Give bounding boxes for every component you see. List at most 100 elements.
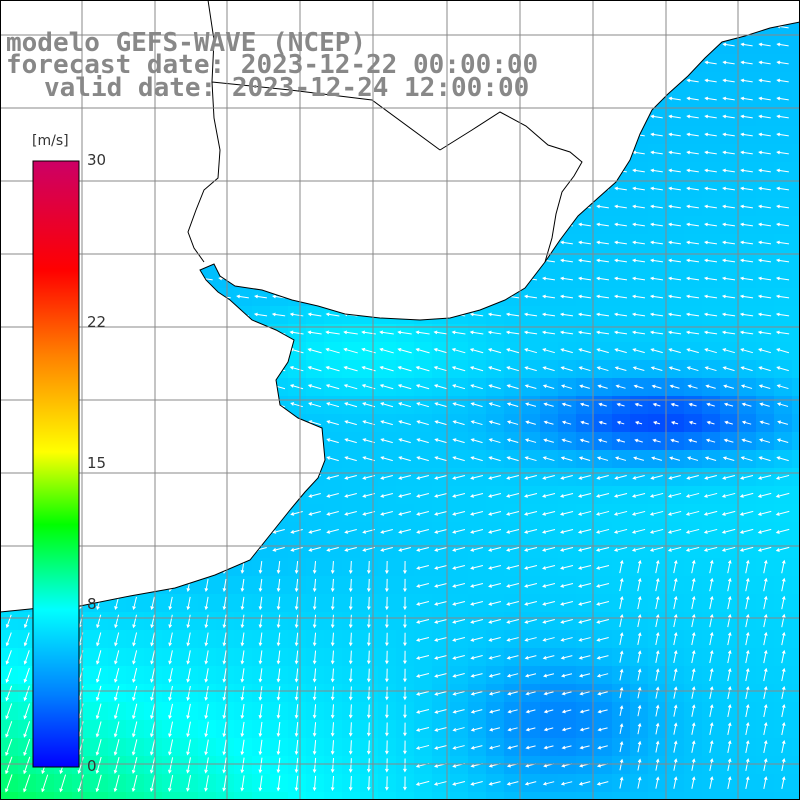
wind-arrow (95, 739, 102, 756)
wind-arrow (560, 258, 573, 263)
wind-arrow (560, 475, 573, 480)
wind-arrow (289, 366, 304, 372)
wind-arrow (727, 595, 732, 610)
wind-arrow (240, 686, 245, 701)
wind-speed-cell (504, 792, 523, 800)
wind-arrow (757, 510, 772, 516)
wind-arrow (416, 420, 429, 426)
wind-arrow (763, 758, 768, 772)
wind-arrow (366, 686, 371, 701)
wind-arrow (525, 402, 537, 407)
wind-arrow (276, 757, 281, 774)
wind-arrow (186, 721, 191, 738)
wind-arrow (668, 114, 681, 119)
wind-arrow (470, 655, 483, 660)
wind-arrow (776, 222, 790, 227)
wind-arrow (416, 475, 429, 480)
wind-arrow (506, 565, 520, 570)
wind-arrow (433, 384, 448, 390)
wind-arrow (470, 619, 483, 624)
wind-arrow (704, 456, 717, 461)
wind-arrow (307, 312, 322, 317)
wind-speed-cell (738, 792, 757, 800)
wind-arrow (543, 673, 555, 678)
wind-arrow (204, 578, 209, 592)
wind-arrow (673, 758, 678, 771)
wind-arrow (722, 366, 735, 372)
wind-arrow (721, 330, 736, 335)
wind-arrow (559, 492, 574, 498)
wind-arrow (416, 511, 430, 516)
wind-speed-cell (396, 792, 415, 800)
wind-arrow (523, 528, 538, 534)
wind-arrow (366, 722, 371, 737)
wind-speed-cell (774, 792, 793, 800)
wind-arrow (542, 366, 555, 372)
wind-arrow (258, 650, 263, 665)
wind-arrow (686, 204, 699, 209)
wind-arrow (506, 384, 519, 390)
wind-arrow (704, 240, 718, 245)
wind-arrow (344, 511, 357, 516)
wind-arrow (312, 596, 317, 611)
wind-arrow (757, 258, 772, 263)
wind-arrow (632, 204, 645, 209)
wind-arrow (614, 258, 627, 263)
wind-arrow (96, 614, 102, 629)
wind-arrow (222, 632, 227, 647)
wind-arrow (325, 384, 340, 390)
wind-arrow (614, 348, 627, 354)
wind-arrow (619, 650, 624, 663)
wind-arrow (398, 547, 411, 552)
wind-arrow (469, 366, 484, 372)
wind-arrow (745, 704, 750, 718)
wind-arrow (131, 757, 138, 774)
wind-arrow (325, 347, 340, 354)
wind-arrow (452, 709, 465, 714)
wind-arrow (727, 577, 732, 592)
wind-arrow (596, 366, 609, 372)
wind-speed-cell (792, 22, 800, 37)
wind-arrow (727, 704, 732, 718)
wind-arrow (578, 348, 591, 354)
wind-arrow (703, 546, 718, 552)
wind-arrow (59, 774, 67, 793)
wind-arrow (403, 704, 407, 719)
wind-arrow (703, 258, 718, 263)
wind-speed-cell (792, 144, 800, 163)
wind-arrow (633, 456, 645, 461)
wind-arrow (649, 546, 664, 552)
wind-arrow (222, 650, 227, 665)
wind-arrow (758, 60, 771, 65)
wind-arrow (595, 528, 610, 534)
wind-arrow (579, 745, 590, 750)
wind-arrow (240, 668, 245, 683)
wind-arrow (542, 582, 556, 588)
wind-arrow (650, 132, 663, 137)
wind-arrow (525, 691, 536, 696)
wind-arrow (668, 150, 681, 155)
wind-arrow (655, 613, 660, 628)
wind-arrow (578, 637, 591, 642)
wind-arrow (469, 330, 484, 335)
wind-arrow (541, 492, 556, 498)
wind-arrow (776, 78, 789, 83)
wind-arrow (416, 708, 430, 714)
wind-arrow (416, 493, 430, 498)
wind-arrow (403, 686, 407, 701)
wind-arrow (452, 529, 466, 534)
wind-arrow (470, 438, 483, 444)
wind-arrow (745, 740, 750, 754)
wind-arrow (597, 384, 608, 389)
wind-arrow (613, 546, 628, 552)
wind-arrow (741, 420, 752, 425)
wind-arrow (704, 150, 717, 155)
wind-arrow (326, 420, 339, 426)
wind-arrow (204, 686, 209, 701)
wind-arrow (524, 294, 538, 299)
wind-arrow (709, 722, 714, 735)
wind-arrow (543, 727, 554, 732)
wind-arrow (325, 365, 340, 372)
wind-arrow (709, 668, 714, 682)
wind-arrow (416, 438, 429, 444)
